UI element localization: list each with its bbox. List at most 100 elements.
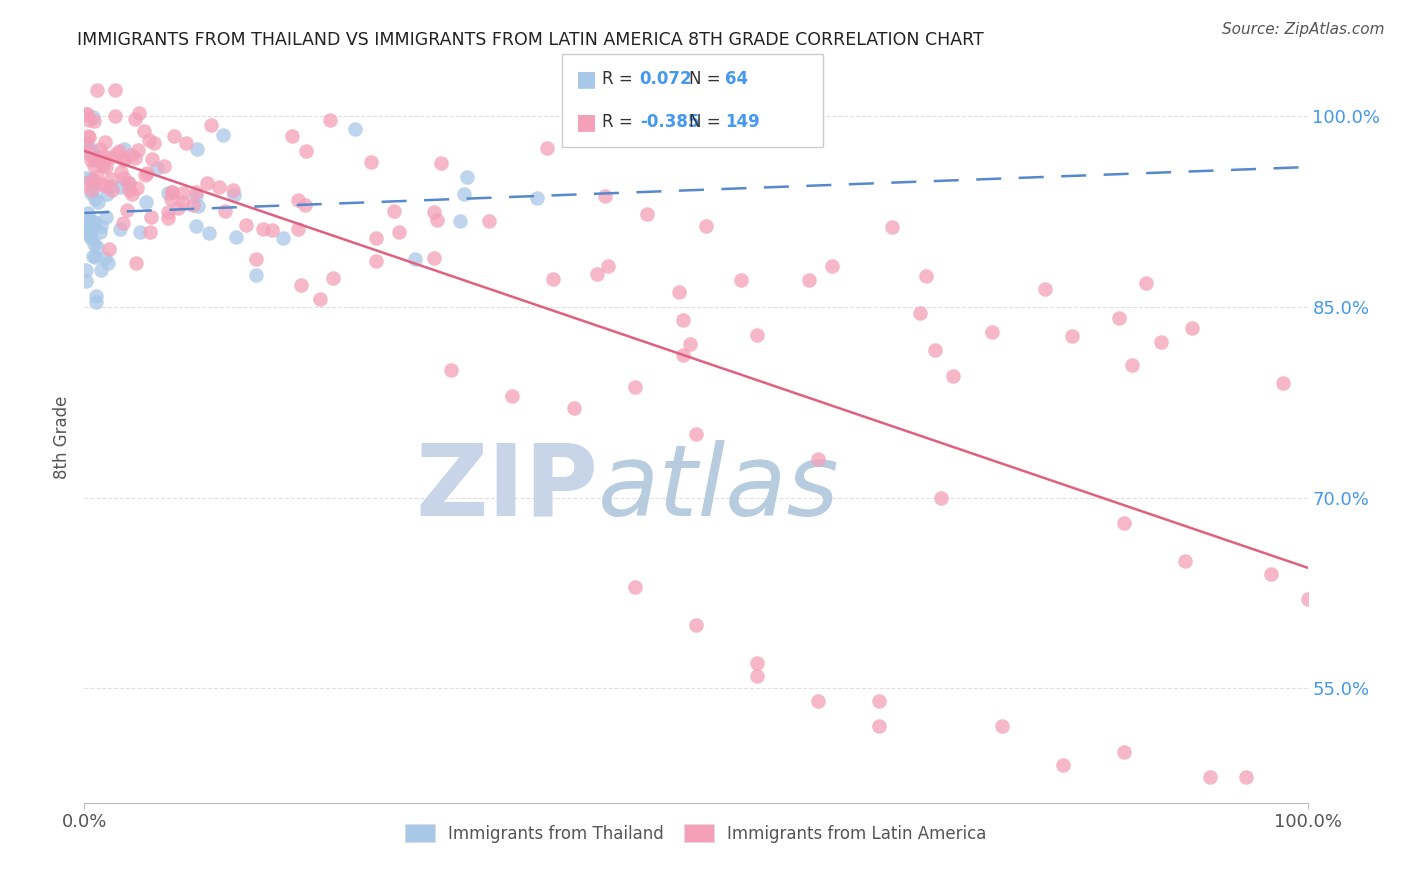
Point bbox=[730, 273, 752, 287]
Point bbox=[745, 328, 768, 343]
Point bbox=[104, 83, 127, 97]
Point bbox=[80, 142, 103, 156]
Point bbox=[129, 225, 152, 239]
Point bbox=[1198, 770, 1220, 784]
Point bbox=[101, 183, 124, 197]
Point bbox=[541, 272, 564, 286]
Point bbox=[1236, 770, 1258, 784]
Point bbox=[747, 668, 769, 682]
Point bbox=[84, 295, 107, 310]
Point bbox=[118, 183, 141, 197]
Point bbox=[672, 312, 695, 326]
Point bbox=[84, 192, 107, 206]
Point bbox=[172, 195, 194, 210]
Point bbox=[83, 214, 105, 228]
Point bbox=[186, 143, 208, 157]
Point bbox=[125, 181, 148, 195]
Point bbox=[430, 156, 453, 170]
Point bbox=[142, 136, 165, 150]
Point bbox=[83, 236, 105, 251]
Point bbox=[869, 694, 891, 708]
Point bbox=[260, 223, 283, 237]
Point bbox=[1260, 566, 1282, 581]
Point bbox=[75, 135, 97, 149]
Point bbox=[536, 141, 558, 155]
Point bbox=[319, 113, 342, 128]
Text: 64: 64 bbox=[725, 70, 748, 87]
Point bbox=[212, 128, 235, 143]
Point bbox=[821, 260, 844, 274]
Point bbox=[76, 106, 98, 120]
Point bbox=[200, 118, 222, 132]
Point bbox=[124, 112, 146, 127]
Point bbox=[75, 220, 97, 235]
Point bbox=[80, 231, 103, 245]
Point bbox=[108, 221, 131, 235]
Point bbox=[93, 251, 115, 265]
Text: atlas: atlas bbox=[598, 440, 839, 537]
Point bbox=[163, 129, 186, 144]
Point bbox=[127, 143, 149, 157]
Point bbox=[93, 136, 115, 150]
Text: ■: ■ bbox=[576, 112, 598, 132]
Point bbox=[112, 142, 135, 156]
Point bbox=[132, 124, 155, 138]
Point bbox=[1121, 358, 1143, 372]
Point bbox=[77, 213, 100, 227]
Point bbox=[110, 164, 132, 178]
Point bbox=[91, 157, 114, 171]
Point bbox=[981, 325, 1004, 339]
Point bbox=[1033, 282, 1056, 296]
Point bbox=[343, 121, 366, 136]
Point bbox=[1135, 276, 1157, 290]
Point bbox=[124, 151, 146, 165]
Point bbox=[624, 380, 647, 394]
Point bbox=[90, 219, 112, 233]
Point bbox=[97, 256, 120, 270]
Point bbox=[1060, 328, 1083, 343]
Point bbox=[290, 277, 312, 292]
Point bbox=[562, 401, 585, 416]
Point bbox=[596, 260, 619, 274]
Point bbox=[79, 144, 101, 158]
Point bbox=[1052, 757, 1074, 772]
Point bbox=[799, 273, 821, 287]
Point bbox=[104, 147, 127, 161]
Point bbox=[80, 224, 103, 238]
Point bbox=[96, 187, 118, 202]
Point bbox=[685, 426, 707, 441]
Point bbox=[360, 155, 382, 169]
Point bbox=[695, 219, 717, 234]
Point bbox=[135, 194, 157, 209]
Point bbox=[112, 153, 135, 167]
Point bbox=[222, 187, 245, 202]
Point bbox=[77, 227, 100, 242]
Text: -0.385: -0.385 bbox=[640, 113, 699, 131]
Point bbox=[108, 180, 131, 194]
Point bbox=[111, 216, 134, 230]
Point bbox=[502, 389, 524, 403]
Point bbox=[146, 161, 169, 175]
Text: N =: N = bbox=[689, 70, 725, 87]
Point bbox=[586, 267, 609, 281]
Point bbox=[449, 214, 471, 228]
Text: R =: R = bbox=[602, 70, 638, 87]
Point bbox=[82, 173, 104, 187]
Point bbox=[86, 83, 108, 97]
Point bbox=[1114, 745, 1136, 759]
Text: Source: ZipAtlas.com: Source: ZipAtlas.com bbox=[1222, 22, 1385, 37]
Point bbox=[82, 110, 104, 124]
Point bbox=[929, 491, 952, 505]
Text: 149: 149 bbox=[725, 113, 761, 131]
Point bbox=[287, 222, 309, 236]
Point bbox=[77, 145, 100, 160]
Point bbox=[526, 191, 548, 205]
Point bbox=[94, 179, 117, 194]
Point bbox=[86, 240, 108, 254]
Point bbox=[156, 211, 179, 225]
Point bbox=[672, 348, 695, 362]
Point bbox=[80, 153, 103, 167]
Point bbox=[75, 170, 97, 185]
Point bbox=[141, 152, 163, 166]
Point bbox=[84, 289, 107, 303]
